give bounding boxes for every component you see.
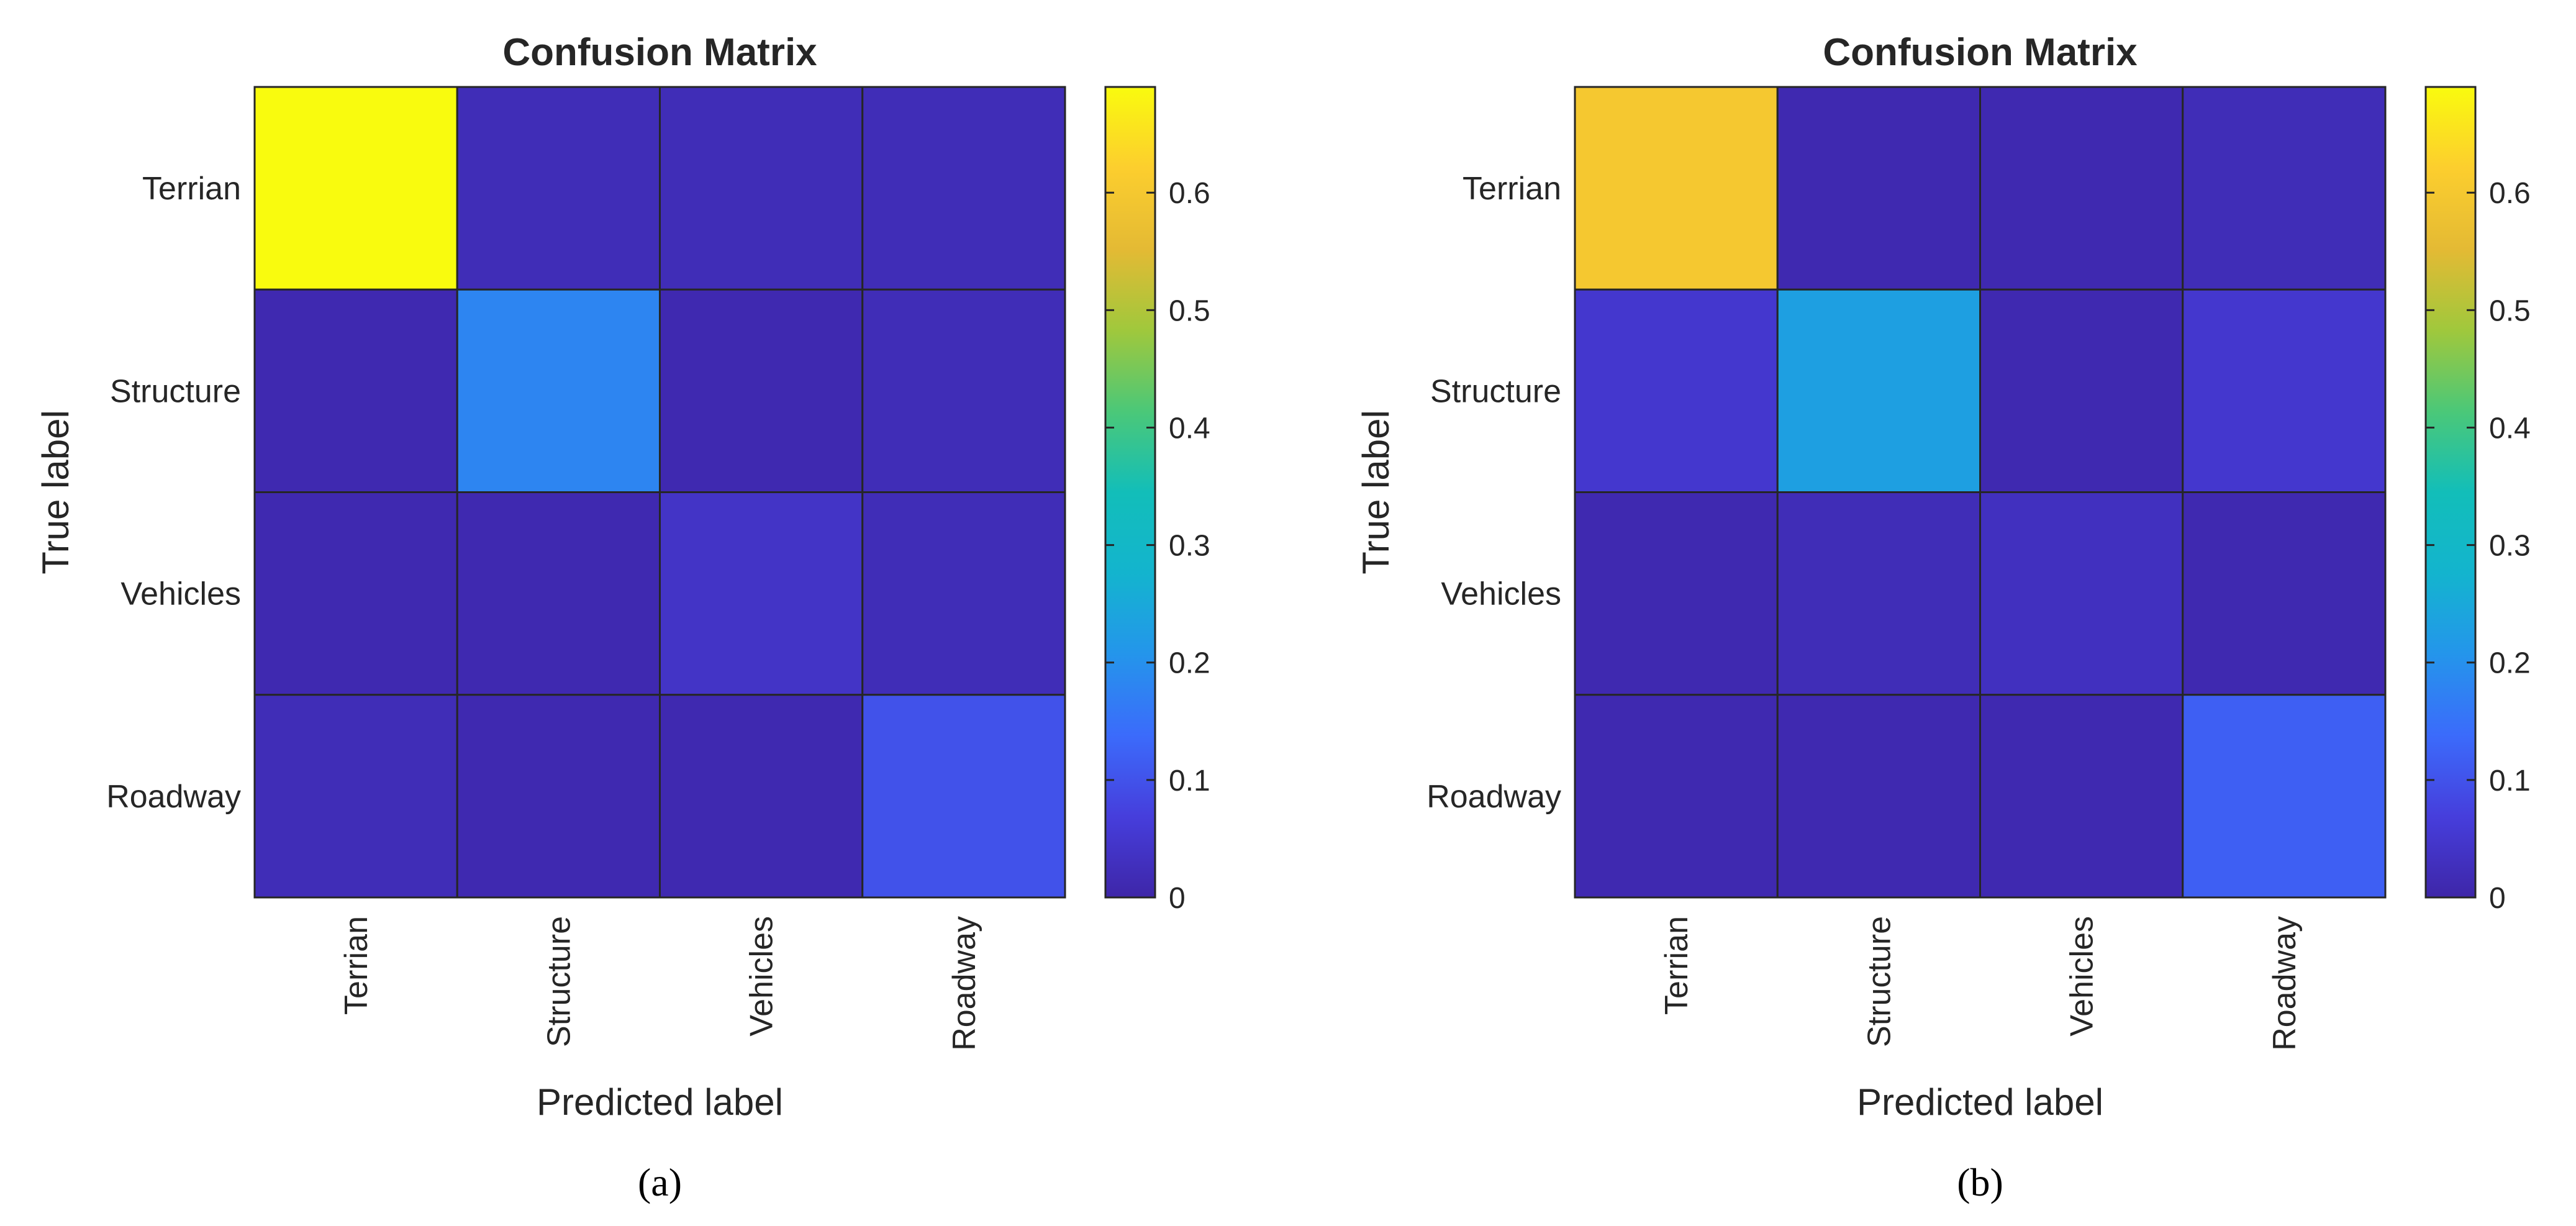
- panel-caption: (a): [638, 1160, 682, 1204]
- x-tick-label: Structure: [541, 916, 577, 1047]
- matrix-cell: [1574, 288, 1779, 493]
- y-tick-label: Roadway: [106, 779, 241, 815]
- y-tick-label: Terrian: [142, 171, 241, 207]
- x-tick-label: Terrian: [1659, 916, 1695, 1015]
- colorbar-tick-label: 0.3: [1169, 530, 1210, 563]
- matrix-cell: [1574, 491, 1779, 696]
- matrix-cell: [1776, 694, 1981, 899]
- matrix-cell: [1979, 694, 2184, 899]
- x-tick-label: Terrian: [338, 916, 374, 1015]
- y-tick-label: Vehicles: [1441, 576, 1561, 612]
- matrix-cell: [1979, 86, 2184, 291]
- colorbar-tick-label: 0.1: [1169, 765, 1210, 797]
- matrix-cell: [1979, 491, 2184, 696]
- colorbar-tick-label: 0.5: [2489, 294, 2531, 327]
- matrix-cell: [861, 288, 1066, 493]
- y-tick-label: Structure: [110, 373, 241, 409]
- x-axis-label: Predicted label: [1857, 1081, 2103, 1123]
- panel-caption: (b): [1957, 1160, 2003, 1204]
- matrix-cell: [659, 288, 864, 493]
- colorbar-tick-label: 0.2: [1169, 647, 1210, 680]
- colorbar-tick-label: 0.6: [2489, 177, 2531, 210]
- matrix-cell: [253, 288, 458, 493]
- y-axis-label: True label: [35, 410, 76, 574]
- matrix-cell: [659, 694, 864, 899]
- colorbar-tick-label: 0.2: [2489, 647, 2531, 680]
- colorbar-tick-label: 0.6: [1169, 177, 1210, 210]
- matrix-cell: [456, 491, 661, 696]
- colorbar-tick-label: 0: [2489, 882, 2506, 915]
- matrix-cell: [1979, 288, 2184, 493]
- y-tick-label: Vehicles: [120, 576, 241, 612]
- x-tick-label: Structure: [1861, 916, 1897, 1047]
- matrix-cell: [2182, 694, 2387, 899]
- matrix-cell: [1776, 491, 1981, 696]
- chart-title: Confusion Matrix: [1823, 31, 2138, 74]
- matrix-cell: [1776, 288, 1981, 493]
- matrix-cell: [861, 491, 1066, 696]
- matrix-cell: [2182, 288, 2387, 493]
- matrix-cell: [2182, 491, 2387, 696]
- matrix-cell: [1776, 86, 1981, 291]
- colorbar: [1104, 86, 1156, 899]
- colorbar-tick-label: 0.5: [1169, 294, 1210, 327]
- x-tick-label: Vehicles: [2064, 916, 2100, 1037]
- x-tick-label: Roadway: [946, 916, 982, 1051]
- y-tick-label: Terrian: [1463, 171, 1561, 207]
- x-axis-label: Predicted label: [537, 1081, 783, 1123]
- colorbar-tick-label: 0.1: [2489, 765, 2531, 797]
- matrix-cell: [253, 694, 458, 899]
- colorbar: [2424, 86, 2477, 899]
- matrix-cell: [861, 694, 1066, 899]
- y-tick-label: Structure: [1430, 373, 1561, 409]
- x-tick-label: Roadway: [2267, 916, 2303, 1051]
- matrix-border: [253, 86, 1066, 899]
- matrix-border: [1574, 86, 2387, 899]
- y-tick-label: Roadway: [1426, 779, 1561, 815]
- x-tick-label: Vehicles: [744, 916, 780, 1037]
- matrix-cell: [456, 694, 661, 899]
- matrix-cell: [1574, 86, 1779, 291]
- matrix-cell: [659, 491, 864, 696]
- matrix-cell: [253, 491, 458, 696]
- matrix-cell: [2182, 86, 2387, 291]
- colorbar-tick-label: 0: [1169, 882, 1186, 915]
- matrix-cell: [861, 86, 1066, 291]
- matrix-cell: [253, 86, 458, 291]
- matrix-cell: [456, 288, 661, 493]
- colorbar-tick-label: 0.4: [2489, 412, 2531, 445]
- colorbar-tick-label: 0.3: [2489, 530, 2531, 563]
- matrix-cell: [1574, 694, 1779, 899]
- matrix-cell: [659, 86, 864, 291]
- matrix-cell: [456, 86, 661, 291]
- colorbar-tick-label: 0.4: [1169, 412, 1210, 445]
- chart-title: Confusion Matrix: [502, 31, 817, 74]
- y-axis-label: True label: [1355, 410, 1397, 574]
